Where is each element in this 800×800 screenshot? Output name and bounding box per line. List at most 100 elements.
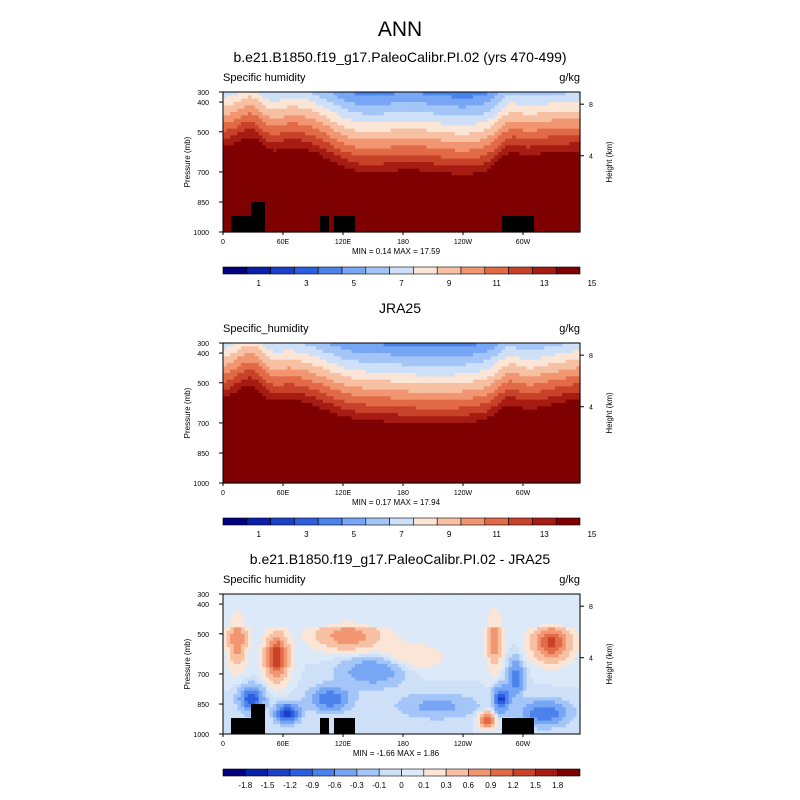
field-cell	[362, 145, 367, 150]
field-cell	[362, 172, 367, 176]
field-cell	[440, 142, 445, 146]
field-cell	[351, 125, 356, 130]
field-cell	[465, 145, 470, 150]
field-cell	[333, 165, 338, 170]
field-cell	[240, 98, 246, 103]
field-cell	[287, 158, 292, 163]
field-cell	[508, 108, 513, 113]
field-cell	[572, 142, 578, 146]
field-cell	[426, 98, 431, 103]
field-cell	[301, 112, 306, 116]
field-cell	[480, 155, 485, 160]
field-cell	[283, 165, 288, 170]
field-cell	[280, 165, 285, 170]
field-cell	[397, 152, 403, 156]
field-cell	[290, 122, 295, 126]
field-cell	[397, 172, 403, 176]
field-cell	[290, 92, 295, 96]
field-cell	[262, 172, 267, 176]
field-cell	[365, 125, 370, 130]
field-cell	[433, 155, 438, 160]
field-cell	[505, 148, 510, 153]
field-cell	[469, 118, 474, 123]
field-cell	[230, 155, 235, 160]
field-cell	[265, 155, 271, 160]
field-cell	[251, 158, 256, 163]
field-cell	[412, 155, 417, 160]
field-cell	[290, 168, 295, 173]
field-cell	[265, 132, 271, 136]
field-cell	[305, 135, 310, 140]
field-cell	[287, 165, 292, 170]
field-cell	[369, 98, 374, 103]
field-cell	[315, 108, 320, 113]
field-cell	[276, 168, 281, 173]
field-cell	[494, 125, 499, 130]
field-cell	[465, 118, 470, 123]
field-cell	[430, 142, 435, 146]
field-cell	[390, 132, 395, 136]
field-cell	[255, 128, 260, 133]
field-cell	[244, 115, 249, 120]
field-cell	[562, 152, 567, 156]
field-cell	[537, 138, 542, 143]
field-cell	[512, 108, 517, 113]
field-cell	[437, 165, 442, 170]
field-cell	[401, 98, 406, 103]
field-cell	[562, 95, 567, 100]
field-cell	[247, 132, 253, 136]
field-cell	[480, 168, 485, 173]
field-cell	[512, 115, 517, 120]
field-cell	[469, 168, 474, 173]
colorbar-swatch	[436, 266, 462, 275]
field-cell	[369, 172, 374, 176]
field-cell	[294, 162, 299, 166]
field-cell	[251, 102, 256, 106]
field-cell	[412, 168, 417, 173]
field-cell	[380, 165, 385, 170]
field-cell	[387, 108, 392, 113]
field-cell	[419, 135, 424, 140]
field-cell	[508, 155, 513, 160]
field-cell	[365, 132, 370, 136]
field-cell	[326, 155, 331, 160]
field-cell	[494, 102, 499, 106]
field-cell	[233, 128, 238, 133]
field-cell	[551, 128, 556, 133]
field-cell	[533, 112, 538, 116]
field-cell	[480, 148, 485, 153]
field-cell	[330, 132, 335, 136]
field-cell	[240, 145, 246, 150]
field-cell	[244, 122, 249, 126]
field-cell	[390, 102, 395, 106]
field-cell	[412, 108, 417, 113]
field-cell	[480, 165, 485, 170]
field-cell	[533, 162, 538, 166]
field-cell	[455, 155, 460, 160]
field-cell	[376, 115, 381, 120]
field-cell	[351, 135, 356, 140]
field-cell	[462, 102, 467, 106]
field-cell	[547, 145, 553, 150]
field-cell	[544, 125, 549, 130]
field-cell	[290, 118, 295, 123]
field-cell	[462, 145, 467, 150]
field-cell	[422, 135, 428, 140]
field-cell	[526, 168, 531, 173]
field-cell	[415, 172, 420, 176]
field-cell	[558, 135, 563, 140]
field-cell	[244, 145, 249, 150]
field-cell	[394, 92, 399, 96]
field-cell	[269, 145, 274, 150]
field-cell	[269, 108, 274, 113]
field-cell	[372, 125, 378, 130]
field-cell	[405, 108, 410, 113]
field-cell	[472, 122, 478, 126]
field-cell	[419, 115, 424, 120]
field-cell	[294, 165, 299, 170]
field-cell	[247, 92, 253, 96]
field-cell	[530, 105, 535, 110]
field-cell	[347, 158, 353, 163]
field-cell	[344, 125, 349, 130]
field-cell	[519, 95, 524, 100]
